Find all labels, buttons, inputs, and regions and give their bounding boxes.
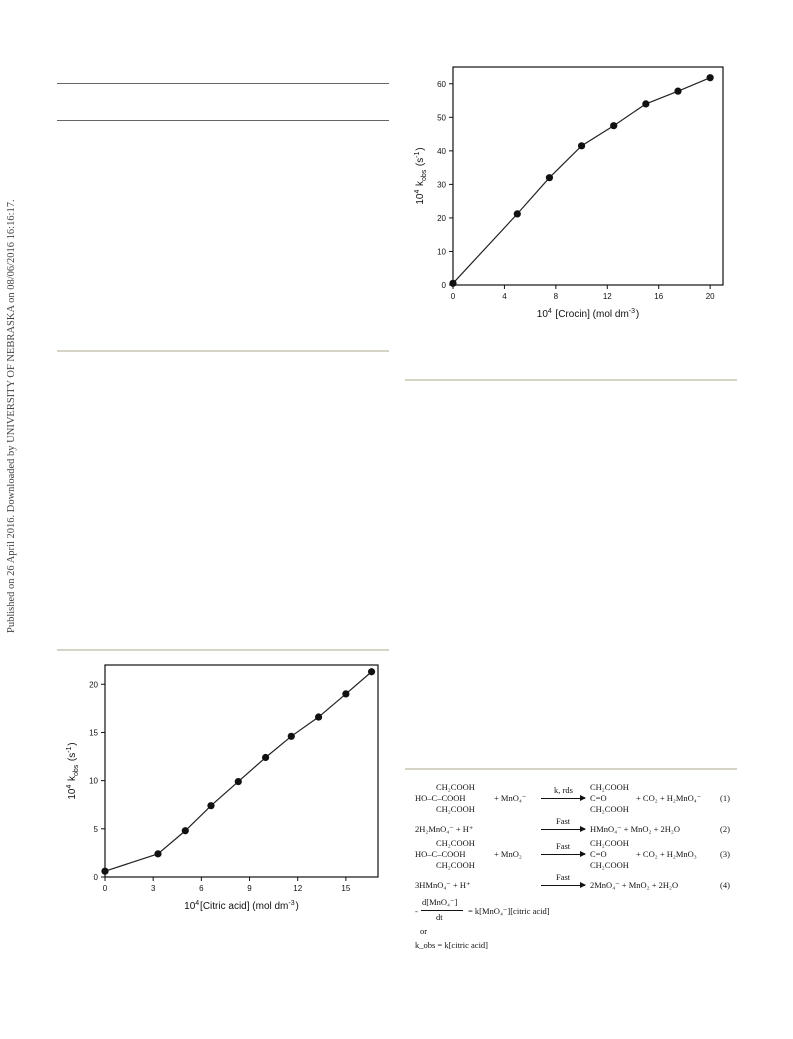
or-word: or: [420, 926, 428, 936]
x-tick-label: 0: [451, 292, 456, 301]
data-point: [610, 122, 618, 130]
section-divider-left-2: [57, 649, 389, 651]
r1-arrow: [541, 795, 586, 801]
y-tick-label: 50: [437, 113, 446, 122]
y-tick-label: 15: [89, 728, 98, 737]
x-tick-label: 20: [706, 292, 715, 301]
r4-arrow: [541, 882, 586, 888]
x-tick-label: 12: [603, 292, 612, 301]
crocin-kobs-chart: 0 4 8 12 16 20 0 10 20 30 40 50 60 104 [Crocin] (mol …: [414, 66, 724, 320]
y-tick-label: 30: [437, 180, 446, 189]
r3-product-bot: CH₂COOH: [590, 860, 629, 870]
citric-acid-kobs-chart: 0 3 6 9 12 15 0 5 10 15 20 104 [Citric acid] (mol d…: [66, 664, 379, 912]
table-header-rule: [57, 120, 389, 121]
data-point: [101, 867, 109, 875]
r3-product-rest: + CO₂ + H₂MnO₃: [636, 849, 697, 859]
data-point: [261, 753, 270, 762]
section-divider-right-2: [405, 768, 737, 770]
rate-law-rhs: = k[MnO₄⁻][citric acid]: [468, 906, 550, 916]
y-tick-label: 60: [437, 80, 446, 89]
x-tick-label: 6: [199, 884, 204, 893]
y-tick-label: 20: [89, 680, 98, 689]
r3-reactant-bot: CH₂COOH: [436, 860, 475, 870]
r2-arrow-label: Fast: [556, 816, 571, 826]
r2-products: HMnO₄⁻ + MnO₂ + 2H₂O: [590, 824, 681, 834]
r4-arrow-label: Fast: [556, 872, 571, 882]
r1-reactant-top: CH₂COOH: [436, 782, 475, 792]
data-point: [674, 87, 682, 95]
r1-product-rest: + CO₂ + H₂MnO₄⁻: [636, 793, 702, 803]
r2-reactants: 2H₂MnO₄⁻ + H⁺: [415, 824, 474, 834]
data-point: [545, 174, 554, 182]
data-point: [449, 279, 457, 287]
r1-plus-permanganate: + MnO₄⁻: [494, 793, 527, 803]
r3-arrow-label: Fast: [556, 841, 571, 851]
data-point: [642, 100, 650, 108]
y-tick-label: 0: [94, 873, 99, 882]
data-point: [577, 142, 586, 150]
r1-reactant-bot: CH₂COOH: [436, 804, 475, 814]
data-point: [181, 827, 189, 835]
data-point: [314, 713, 323, 721]
rate-numerator: d[MnO₄⁻]: [422, 897, 458, 907]
r3-arrow: [541, 851, 586, 857]
kobs-expression: k_obs = k[citric acid]: [415, 940, 489, 950]
r3-equation-number: (3): [720, 849, 730, 859]
r4-products: 2MnO₄⁻ + MnO₂ + 2H₂O: [590, 880, 679, 890]
data-point: [154, 850, 162, 858]
x-tick-label: 12: [293, 884, 302, 893]
section-divider-left-1: [57, 350, 389, 352]
x-tick-label: 8: [554, 292, 559, 301]
reaction-scheme: CH₂COOH HO–C–COOH CH₂COOH + MnO₄⁻ k, rds…: [408, 780, 738, 955]
x-tick-label: 4: [502, 292, 507, 301]
data-point: [367, 668, 376, 676]
y-tick-label: 20: [437, 214, 446, 223]
x-tick-label: 3: [151, 884, 156, 893]
x-axis-label: 104 [Citric acid] (mol dm-3 ): [184, 900, 299, 912]
data-point: [342, 690, 350, 698]
rate-fraction-bar: [421, 910, 463, 911]
x-tick-label: 16: [654, 292, 663, 301]
y-tick-label: 0: [442, 281, 447, 290]
r1-product-top: CH₂COOH: [590, 782, 629, 792]
r3-product-mid: C=O: [590, 849, 607, 859]
series-line: [452, 77, 711, 284]
x-axis-label: 104 [Crocin] (mol dm-3 ): [537, 308, 639, 320]
rate-minus-sign: -: [415, 906, 418, 916]
y-tick-label: 40: [437, 147, 446, 156]
y-tick-label: 5: [94, 825, 99, 834]
plot-frame: [452, 66, 724, 286]
rate-denominator: dt: [436, 912, 443, 922]
series-line: [104, 671, 372, 872]
data-point: [287, 732, 295, 740]
download-watermark: Published on 26 April 2016. Downloaded b…: [6, 199, 17, 633]
r3-product-top: CH₂COOH: [590, 838, 629, 848]
y-tick-label: 10: [437, 247, 446, 256]
r1-equation-number: (1): [720, 793, 730, 803]
r1-product-bot: CH₂COOH: [590, 804, 629, 814]
y-axis-label: 104 kobs (s-1 ): [414, 147, 428, 204]
x-tick-label: 9: [247, 884, 252, 893]
r4-reactants: 3HMnO₄⁻ + H⁺: [415, 880, 471, 890]
r3-plus-mno2: + MnO₂: [494, 849, 522, 859]
r2-arrow: [541, 826, 586, 832]
table-top-rule: [57, 83, 389, 84]
r1-arrow-label: k, rds: [554, 785, 573, 795]
y-axis-label: 104 kobs (s-1 ): [66, 742, 80, 799]
data-point: [207, 802, 215, 810]
r1-product-mid: C=O: [590, 793, 607, 803]
x-tick-label: 15: [341, 884, 350, 893]
y-tick-label: 10: [89, 777, 98, 786]
r1-reactant-mid: HO–C–COOH: [415, 793, 466, 803]
section-divider-right-1: [405, 379, 737, 381]
data-point: [513, 210, 521, 218]
r2-equation-number: (2): [720, 824, 730, 834]
data-point: [706, 74, 714, 82]
x-tick-label: 0: [103, 884, 108, 893]
plot-frame: [104, 664, 379, 878]
r3-reactant-top: CH₂COOH: [436, 838, 475, 848]
data-point: [234, 778, 242, 786]
r3-reactant-mid: HO–C–COOH: [415, 849, 466, 859]
r4-equation-number: (4): [720, 880, 730, 890]
